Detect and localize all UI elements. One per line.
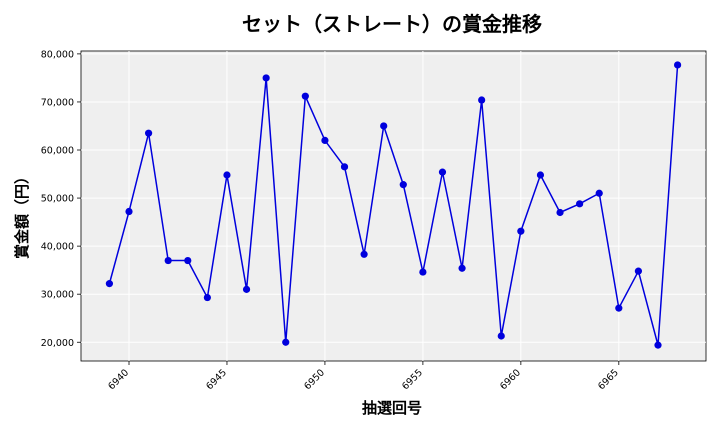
data-point bbox=[576, 200, 584, 208]
data-point bbox=[399, 181, 407, 189]
y-tick-label: 80,000 bbox=[41, 49, 74, 60]
chart-title: セット（ストレート）の賞金推移 bbox=[242, 12, 542, 36]
series-line bbox=[108, 64, 679, 346]
x-tick-label: 6945 bbox=[204, 367, 229, 392]
data-point bbox=[634, 267, 643, 275]
data-point bbox=[340, 163, 349, 171]
data-point bbox=[282, 338, 290, 346]
y-tick-label: 50,000 bbox=[41, 194, 74, 205]
data-point bbox=[242, 285, 251, 293]
data-point bbox=[556, 208, 564, 217]
y-tick-label: 20,000 bbox=[41, 338, 74, 349]
y-tick-label: 30,000 bbox=[41, 290, 74, 301]
data-point bbox=[203, 293, 211, 302]
y-tick-label: 70,000 bbox=[41, 97, 74, 108]
data-point bbox=[673, 61, 682, 69]
data-point bbox=[125, 207, 133, 216]
data-point bbox=[595, 189, 603, 197]
x-tick-label: 6965 bbox=[596, 367, 621, 392]
data-point bbox=[301, 92, 309, 100]
data-point bbox=[164, 256, 172, 265]
y-axis-label: 賞金額（円） bbox=[13, 169, 31, 259]
data-point bbox=[536, 171, 545, 179]
data-point bbox=[458, 264, 466, 272]
plot-area bbox=[80, 50, 707, 362]
data-point bbox=[360, 250, 368, 258]
data-point bbox=[262, 74, 270, 82]
data-point bbox=[184, 256, 192, 265]
data-point bbox=[615, 304, 623, 312]
data-point bbox=[478, 96, 486, 104]
y-tick-label: 60,000 bbox=[41, 146, 74, 157]
data-point bbox=[321, 136, 329, 144]
y-tick-label: 40,000 bbox=[41, 242, 74, 253]
series-group bbox=[105, 61, 682, 349]
x-tick-label: 6955 bbox=[400, 367, 425, 392]
data-point bbox=[517, 227, 525, 235]
data-point bbox=[654, 341, 662, 349]
data-point bbox=[105, 280, 114, 288]
x-tick-label: 6960 bbox=[498, 367, 523, 392]
data-point bbox=[497, 332, 505, 340]
data-point bbox=[438, 168, 447, 176]
data-point bbox=[223, 171, 231, 179]
y-axis-ticks: 20,000 30,000 40,000 50,000 60,000 70,000 80,0… bbox=[41, 49, 81, 349]
x-axis-label: 抽選回号 bbox=[362, 399, 422, 417]
x-tick-label: 6950 bbox=[302, 367, 327, 392]
x-tick-label: 6940 bbox=[106, 367, 131, 392]
data-point bbox=[380, 122, 388, 130]
x-axis-ticks: 6940 6945 6950 6955 6960 6965 bbox=[106, 361, 621, 392]
data-point bbox=[144, 129, 153, 137]
data-point bbox=[419, 268, 427, 276]
